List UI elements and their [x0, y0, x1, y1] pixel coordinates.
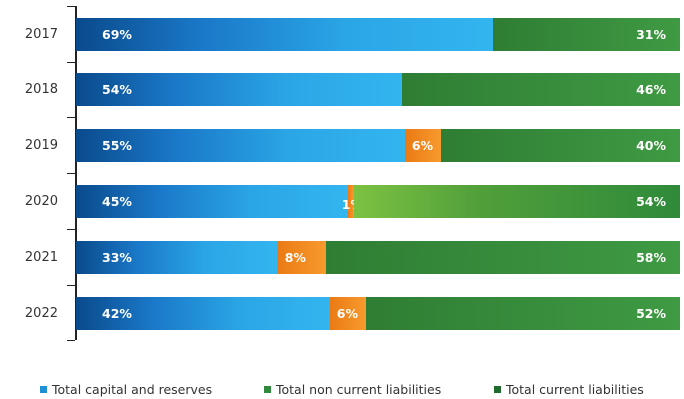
data-label-2021-series-1: 8%: [284, 250, 306, 265]
bar-2021-series-0: [76, 241, 278, 274]
data-label-2019-series-0: 55%: [102, 138, 132, 153]
bar-2017-series-0: [76, 18, 493, 51]
y-tick-label-2018: 2018: [24, 82, 58, 97]
data-label-2017-series-0: 69%: [102, 27, 132, 42]
y-tick-2: [67, 117, 75, 118]
bar-2018-series-0: [76, 73, 403, 106]
bar-2022-series-2: [365, 297, 680, 330]
data-label-2020-series-0: 45%: [102, 194, 132, 209]
legend-swatch-non-current: [264, 386, 271, 393]
legend-label-capital: Total capital and reserves: [52, 382, 213, 397]
data-label-2017-series-2: 31%: [636, 27, 666, 42]
legend-item-capital: Total capital and reserves: [40, 382, 212, 397]
bar-row-2018: 54% 46%: [76, 73, 680, 106]
y-tick-6: [67, 340, 75, 341]
bar-2020-series-0: [76, 185, 348, 218]
bar-row-2017: 69% 31%: [76, 18, 680, 51]
data-label-2019-series-1: 6%: [411, 138, 434, 153]
data-label-2022-series-0: 42%: [102, 306, 132, 321]
y-axis-line: [75, 6, 77, 340]
y-tick-label-2021: 2021: [24, 250, 58, 265]
data-label-2019-series-2: 40%: [636, 138, 666, 153]
bar-2019-series-0: [76, 129, 405, 162]
data-label-2021-series-0: 33%: [102, 250, 132, 265]
y-tick-label-2022: 2022: [24, 306, 58, 321]
bar-2021-series-1: [277, 241, 327, 274]
y-tick-label-2019: 2019: [24, 138, 58, 153]
bar-2020-series-1: [347, 185, 354, 218]
data-label-2022-series-2: 52%: [636, 306, 666, 321]
bar-2017-series-2: [492, 18, 680, 51]
data-label-2022-series-1: 6%: [336, 306, 359, 321]
bar-row-2021: 33% 8% 58%: [76, 241, 680, 274]
y-tick-label-2017: 2017: [24, 27, 58, 42]
bar-2020-series-2: [353, 185, 680, 218]
bar-2019-series-2: [440, 129, 680, 162]
y-tick-4: [67, 229, 75, 230]
y-tick-label-2020: 2020: [24, 194, 58, 209]
y-tick-3: [67, 173, 75, 174]
legend-swatch-capital: [40, 386, 47, 393]
bar-row-2019: 55% 6% 40%: [76, 129, 680, 162]
legend-item-current: Total current liabilities: [494, 382, 644, 397]
bar-2022-series-1: [329, 297, 366, 330]
data-label-2018-series-2: 46%: [636, 82, 666, 97]
bar-row-2020: 45% 1% 54%: [76, 185, 680, 218]
bar-2021-series-2: [326, 241, 680, 274]
data-label-2018-series-0: 54%: [102, 82, 132, 97]
legend-swatch-current: [494, 386, 501, 393]
legend-label-non-current: Total non current liabilities: [276, 382, 442, 397]
y-tick-1: [67, 62, 75, 63]
bar-2019-series-1: [404, 129, 441, 162]
data-label-2021-series-2: 58%: [636, 250, 666, 265]
data-label-2020-series-2: 54%: [636, 194, 666, 209]
legend-item-non-current: Total non current liabilities: [264, 382, 441, 397]
legend-label-current: Total current liabilities: [506, 382, 644, 397]
y-tick-0: [67, 6, 75, 7]
bar-row-2022: 42% 6% 52%: [76, 297, 680, 330]
bar-2018-series-2: [402, 73, 680, 106]
bar-2022-series-0: [76, 297, 330, 330]
y-tick-5: [67, 285, 75, 286]
